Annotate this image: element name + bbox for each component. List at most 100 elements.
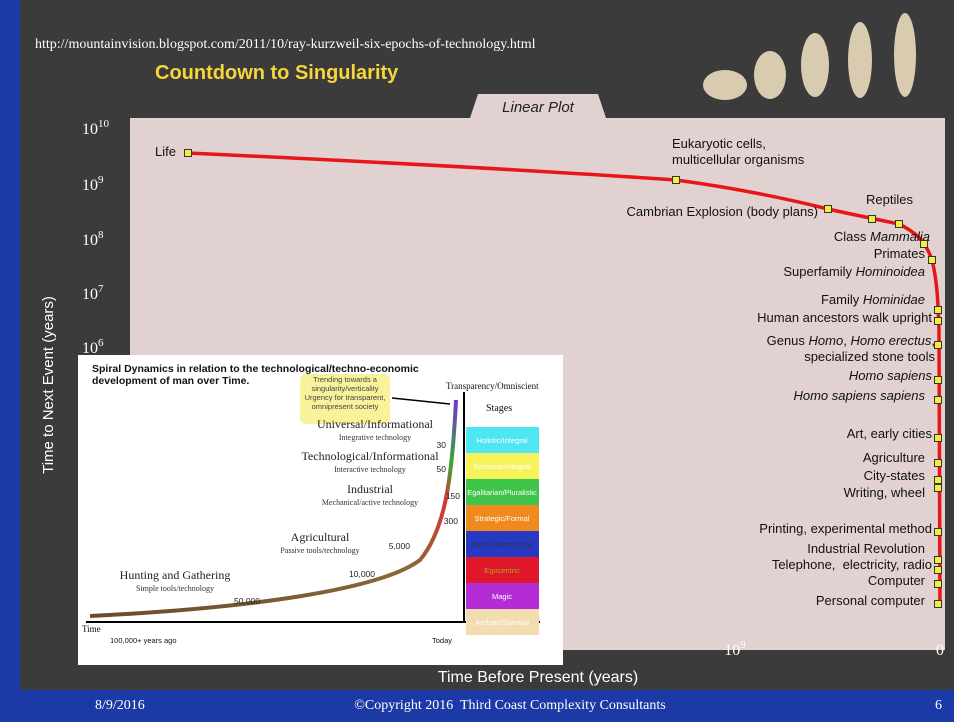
event-label-part: , <box>931 333 935 348</box>
event-label-part: Class <box>834 229 870 244</box>
stage-band <box>466 427 539 453</box>
x-tick-label-base: 10 <box>724 642 740 659</box>
y-axis-label: Time to Next Event (years) <box>40 296 57 474</box>
inset-note: Urgency for transparent, <box>305 393 386 402</box>
event-marker <box>934 459 942 467</box>
x-tick-label-exponent: 9 <box>740 639 746 651</box>
inset-top-label: Transparency/Omniscient <box>446 381 539 391</box>
stage-label: Strategic/Formal <box>474 514 529 523</box>
inset-axis-end: Today <box>432 636 452 645</box>
tab-label: Linear Plot <box>502 99 575 116</box>
evolution-figures <box>703 13 916 100</box>
event-label-part: Agriculture <box>863 450 925 465</box>
tab <box>470 94 606 118</box>
x-axis-label: Time Before Present (years) <box>438 669 638 686</box>
era-subtitle: Integrative technology <box>339 433 411 442</box>
event-marker <box>895 220 903 228</box>
event-marker <box>934 484 942 492</box>
x-tick-label: 0 <box>936 642 944 659</box>
event-label: Class Mammalia <box>834 229 930 244</box>
y-tick-label-base: 10 <box>82 232 98 249</box>
event-label: Homo sapiens sapiens <box>793 388 925 403</box>
event-marker <box>920 240 928 248</box>
event-marker <box>934 376 942 384</box>
event-label-part: Reptiles <box>866 192 913 207</box>
curve-number: 50 <box>437 464 447 474</box>
y-tick-label-exponent: 10 <box>98 118 110 130</box>
stage-band <box>466 505 539 531</box>
event-label: specialized stone tools <box>804 349 935 364</box>
stage-band <box>466 479 539 505</box>
event-label: Art, early cities <box>847 426 933 441</box>
event-label: Superfamily Hominoidea <box>783 264 925 279</box>
url: http://mountainvision.blogspot.com/2011/… <box>35 37 536 52</box>
stage-band <box>466 557 539 583</box>
y-tick-label-exponent: 6 <box>98 337 104 349</box>
event-label-part: Hominidae <box>863 292 925 307</box>
event-marker <box>868 215 876 223</box>
event-label-part: Telephone, electricity, radio <box>772 557 932 572</box>
y-tick-label: 109 <box>82 174 104 194</box>
stage-label: Magic <box>492 592 512 601</box>
inset-note: Trending towards a <box>313 375 378 384</box>
event-marker <box>184 149 192 157</box>
event-label-part: Homo sapiens <box>849 368 933 383</box>
footer-page: 6 <box>935 698 942 713</box>
x-tick-label-base: 0 <box>936 642 944 659</box>
era-name: Universal/Informational <box>317 417 434 431</box>
y-tick-label-exponent: 8 <box>98 229 104 241</box>
stage-band <box>466 583 539 609</box>
event-marker <box>934 528 942 536</box>
y-tick-label: 106 <box>82 337 104 357</box>
event-label-part: Life <box>155 144 176 159</box>
event-label-part: Human ancestors walk upright <box>757 310 932 325</box>
inset-stages-title: Stages <box>486 403 512 414</box>
event-label-part: Genus <box>767 333 809 348</box>
event-label: Human ancestors walk upright <box>757 310 932 325</box>
event-marker <box>934 317 942 325</box>
event-label: Writing, wheel <box>844 485 926 500</box>
event-label-part: Mammalia <box>870 229 930 244</box>
event-label: Primates <box>874 246 926 261</box>
event-label-part: , <box>843 333 850 348</box>
stage-label: Systemic/Integral <box>473 462 531 471</box>
footer-date: 8/9/2016 <box>95 698 145 713</box>
event-label: Cambrian Explosion (body plans) <box>627 204 818 219</box>
event-marker <box>934 476 942 484</box>
y-tick-label: 1010 <box>82 118 110 138</box>
curve-number: 50,000 <box>234 596 260 606</box>
curve-number: 5,000 <box>389 541 411 551</box>
curve-number: 10,000 <box>349 569 375 579</box>
era-name: Agricultural <box>291 530 350 544</box>
inset-note: singularity/verticality <box>311 384 378 393</box>
event-marker <box>934 434 942 442</box>
stage-label: Egalitarian/Pluralistic <box>467 488 537 497</box>
event-label-part: City-states <box>864 468 926 483</box>
event-label-part: Homo <box>809 333 844 348</box>
curve-number: 300 <box>444 516 458 526</box>
era-subtitle: Passive tools/technology <box>280 546 359 555</box>
y-tick-label-base: 10 <box>82 340 98 357</box>
stage-label: Archaic/Survival <box>475 618 529 627</box>
event-marker <box>934 556 942 564</box>
footer-copyright: ©Copyright 2016 Third Coast Complexity C… <box>354 698 665 713</box>
event-label-part: Computer <box>868 573 926 588</box>
event-label: City-states <box>864 468 926 483</box>
event-label-part: Writing, wheel <box>844 485 926 500</box>
era-name: Hunting and Gathering <box>120 568 231 582</box>
inset-heading: Spiral Dynamics in relation to the techn… <box>92 363 419 375</box>
event-label-part: Homo sapiens sapiens <box>793 388 925 403</box>
event-marker <box>672 176 680 184</box>
event-label: Computer <box>868 573 926 588</box>
inset-note: omnipresent society <box>312 402 379 411</box>
y-tick-label-exponent: 7 <box>98 283 104 295</box>
event-label-part: Homo erectus <box>850 333 931 348</box>
stage-band <box>466 453 539 479</box>
y-tick-label-base: 10 <box>82 177 98 194</box>
y-tick-label: 107 <box>82 283 104 303</box>
event-label-part: Industrial Revolution <box>807 541 925 556</box>
event-label-part: Personal computer <box>816 593 926 608</box>
event-label: Family Hominidae <box>821 292 925 307</box>
event-label-part: Cambrian Explosion (body plans) <box>627 204 818 219</box>
